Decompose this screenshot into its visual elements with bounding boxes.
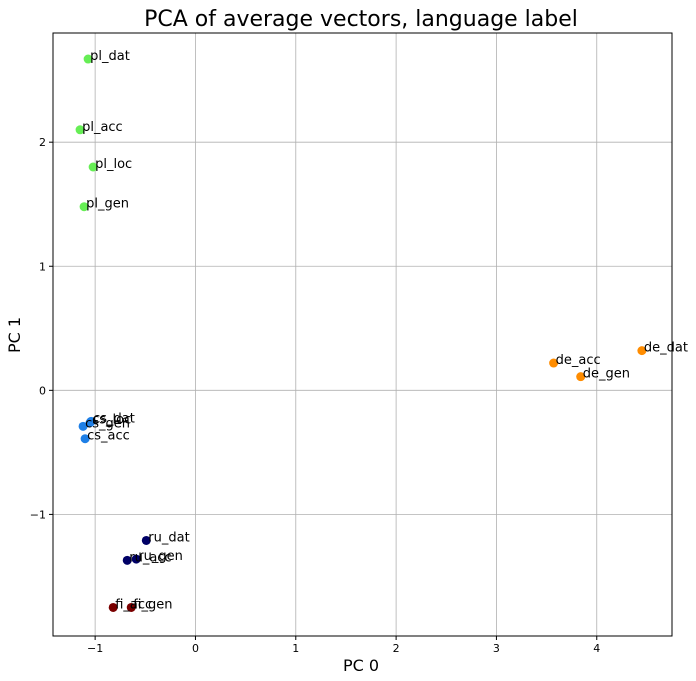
point-label-cs-acc: cs_acc — [87, 429, 130, 444]
data-point-cs-gen — [78, 421, 88, 431]
point-label-pl-acc: pl_acc — [82, 120, 123, 135]
y-tick-label: 0 — [39, 384, 46, 397]
point-label-fi-acc: fi_acc — [115, 597, 152, 612]
point-label-pl-loc: pl_loc — [95, 157, 132, 172]
data-point-ru-gen — [131, 554, 141, 564]
x-tick-label: 3 — [493, 642, 500, 655]
data-point-ru-acc — [122, 555, 132, 565]
data-point-fi-gen — [126, 602, 136, 612]
point-label-de-dat: de_dat — [644, 341, 688, 356]
point-label-cs-dat: cs_dat — [93, 411, 135, 426]
grid-lines — [53, 33, 672, 636]
x-tick-label: 4 — [593, 642, 600, 655]
chart-title: PCA of average vectors, language label — [144, 7, 578, 32]
point-label-de-acc: de_acc — [556, 353, 601, 368]
data-point-de-acc — [549, 358, 559, 368]
y-tick-label: −1 — [30, 508, 46, 521]
point-label-pl-gen: pl_gen — [86, 197, 129, 212]
data-point-cs-acc — [80, 434, 90, 444]
data-point-pl-gen — [79, 202, 89, 212]
data-points — [75, 54, 647, 612]
data-point-pl-dat — [83, 54, 93, 64]
data-point-fi-acc — [108, 602, 118, 612]
x-tick-label: −1 — [87, 642, 103, 655]
x-axis-label: PC 0 — [343, 656, 379, 675]
axis-ticks: −1 0 1 2 3 4 −1 0 1 2 — [30, 136, 600, 655]
x-tick-label: 2 — [393, 642, 400, 655]
point-label-ru-dat: ru_dat — [148, 530, 189, 545]
data-point-ru-dat — [141, 535, 151, 545]
point-label-cs-gen: cs_gen — [85, 416, 130, 431]
data-point-de-dat — [637, 346, 647, 356]
x-tick-label: 0 — [192, 642, 199, 655]
point-label-fi-gen: fi_gen — [133, 597, 172, 612]
point-label-pl-dat: pl_dat — [90, 49, 130, 64]
y-tick-label: 1 — [39, 260, 46, 273]
y-axis-label: PC 1 — [5, 317, 24, 353]
plot-frame — [52, 32, 673, 637]
y-tick-label: 2 — [39, 136, 46, 149]
point-label-ru-acc: ru_acc — [129, 550, 171, 565]
data-point-cs-dat — [86, 416, 96, 426]
point-labels: pl_dat pl_acc pl_loc pl_gen de_dat de_accde_g… — [82, 49, 688, 612]
data-point-pl-loc — [88, 162, 98, 172]
point-label-ru-gen: ru_gen — [138, 549, 183, 564]
point-label-cs-loc: cs_loc — [92, 413, 131, 428]
point-label-de-gen: de_gen — [583, 367, 630, 382]
data-point-de-gen — [576, 372, 586, 382]
x-tick-label: 1 — [292, 642, 299, 655]
data-point-pl-acc — [75, 125, 85, 135]
